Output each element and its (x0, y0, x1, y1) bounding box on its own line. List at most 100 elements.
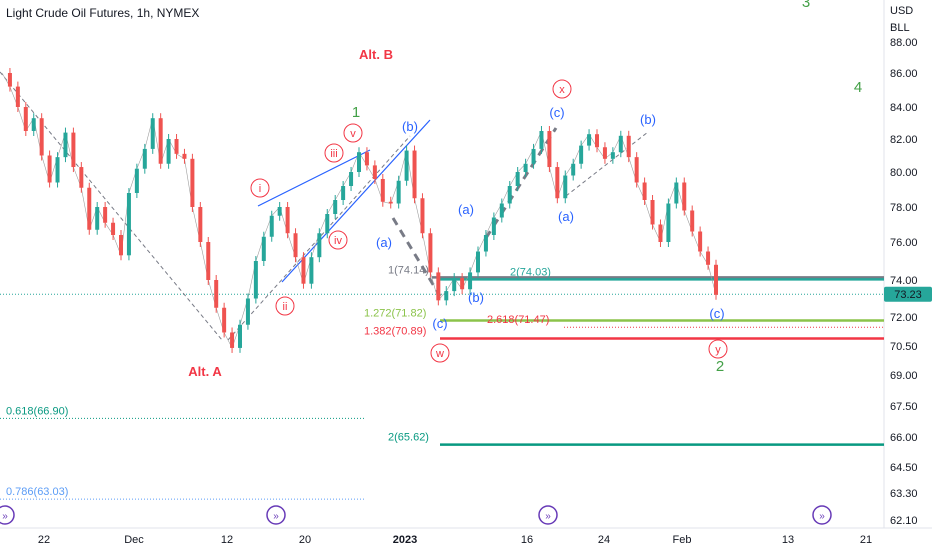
price-ticks: 88.00 86.00 84.00 82.00 80.00 78.00 76.00 74.00… (890, 37, 918, 527)
price-candle-32 (253, 261, 258, 299)
trendline-dashed-left (0, 71, 223, 341)
price-candle-66 (523, 163, 528, 172)
price-candle-76 (602, 147, 607, 159)
svg-text:x: x (559, 84, 565, 96)
price-candle-47 (372, 165, 377, 179)
fib-label-1: 2(74.03) (510, 266, 551, 278)
price-candle-67 (531, 148, 536, 164)
trendline-dashed-ab (565, 131, 649, 197)
price-candle-3 (23, 107, 28, 131)
date-tick-7: Feb (673, 534, 692, 546)
price-candle-15 (119, 235, 123, 256)
price-tick-2: 84.00 (890, 102, 918, 114)
price-tick-7: 74.00 (890, 275, 918, 287)
date-tick-1: Dec (124, 534, 144, 546)
event-marker-2[interactable]: » (266, 505, 286, 525)
price-candle-24 (190, 158, 195, 207)
price-candle-59 (468, 272, 473, 290)
price-candle-70 (555, 167, 560, 199)
fib-label-2: 1.272(71.82) (364, 307, 426, 319)
wave-circle-i: i (250, 178, 270, 198)
price-tick-14: 63.30 (890, 488, 918, 500)
price-candle-43 (341, 186, 346, 200)
event-marker-3[interactable]: » (538, 505, 558, 525)
svg-text:i: i (259, 183, 261, 195)
subwave-label-c2: (c) (549, 105, 564, 120)
svg-text:»: » (819, 511, 825, 522)
price-tick-0: 88.00 (890, 37, 918, 49)
price-tick-8: 72.00 (890, 312, 918, 324)
wave-circle-v: v (343, 123, 363, 143)
price-candle-61 (483, 235, 488, 252)
svg-text:iv: iv (334, 235, 342, 247)
price-candle-37 (293, 233, 298, 258)
price-tick-5: 78.00 (890, 202, 918, 214)
subwave-label-a2: (a) (458, 202, 474, 217)
wave-circle-w: w (430, 343, 450, 363)
wave-circle-ii: ii (275, 296, 295, 316)
subwave-label-a3: (a) (558, 209, 574, 224)
price-candle-85 (674, 182, 679, 204)
subwave-label-b3: (b) (640, 112, 656, 127)
price-candle-41 (325, 214, 330, 234)
event-marker-1[interactable]: » (0, 505, 15, 525)
price-axis[interactable] (884, 0, 932, 528)
axis-unit-usd: USD (890, 5, 913, 17)
price-candle-55 (436, 272, 441, 301)
price-candle-26 (206, 242, 211, 280)
price-candle-17 (134, 168, 139, 193)
price-tick-12: 66.00 (890, 432, 918, 444)
price-candle-80 (634, 157, 639, 183)
price-candle-31 (245, 298, 250, 325)
price-candle-13 (103, 207, 108, 223)
plot-area[interactable] (0, 0, 884, 528)
price-candle-82 (650, 200, 655, 225)
fib-label-3: 2.618(71.47) (487, 314, 549, 326)
subwave-label-c1: (c) (432, 316, 447, 331)
svg-text:»: » (273, 511, 279, 522)
wave-label-1: 1 (352, 104, 360, 121)
price-candle-27 (214, 280, 219, 308)
current-price-tag: 73.23 (884, 286, 932, 302)
price-candle-4 (31, 118, 36, 131)
wave-label-2: 2 (716, 358, 724, 375)
price-candle-79 (626, 135, 631, 158)
event-marker-4[interactable]: » (812, 505, 832, 525)
channel-upper (257, 149, 371, 207)
fibonacci-levels: 1(74.14) 2(74.03) 1.272(71.82) 2.618(71.47)… (0, 264, 884, 500)
date-tick-9: 21 (860, 534, 872, 546)
price-candle-38 (301, 257, 306, 284)
svg-text:y: y (715, 344, 721, 356)
price-candle-5 (39, 118, 44, 156)
svg-text:»: » (2, 511, 8, 522)
date-tick-2: 12 (221, 534, 233, 546)
price-candle-10 (79, 167, 84, 188)
subwave-label-c3: (c) (709, 306, 724, 321)
price-candle-73 (579, 145, 584, 164)
price-candle-18 (142, 148, 147, 169)
trendline-bold-dash-down (391, 217, 442, 297)
date-tick-3: 20 (299, 534, 311, 546)
fib-label-0: 1(74.14) (388, 264, 429, 276)
price-candle-60 (476, 251, 480, 273)
price-candle-21 (166, 139, 171, 164)
price-candle-14 (111, 222, 116, 235)
price-candle-78 (618, 135, 623, 153)
price-candle-89 (706, 251, 711, 265)
price-candle-28 (222, 307, 227, 333)
price-candle-83 (658, 224, 663, 242)
price-candle-36 (285, 207, 290, 234)
price-tick-3: 82.00 (890, 134, 918, 146)
wave-label-4: 4 (854, 79, 862, 96)
price-candle-8 (63, 132, 68, 158)
price-candle-23 (182, 153, 187, 159)
price-candle-29 (230, 332, 235, 348)
current-price-label: 73.23 (894, 289, 922, 301)
wave-circle-x: x (552, 79, 572, 99)
price-candle-65 (515, 172, 520, 186)
price-tick-13: 64.50 (890, 462, 918, 474)
price-candle-42 (333, 200, 338, 214)
chart-title: Light Crude Oil Futures, 1h, NYMEX (6, 6, 200, 20)
price-candle-9 (71, 132, 76, 168)
